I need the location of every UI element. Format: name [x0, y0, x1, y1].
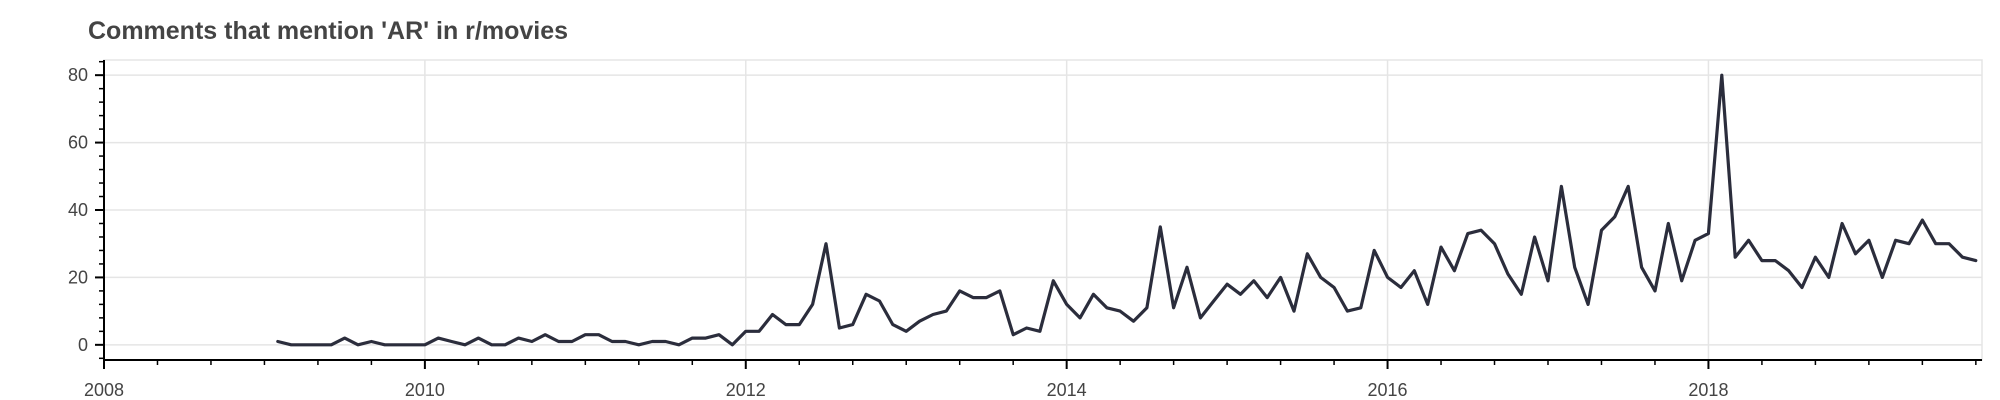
- series-line: [276, 73, 1978, 347]
- y-tick-label: 40: [68, 200, 88, 220]
- y-tick-label: 80: [68, 65, 88, 85]
- x-tick-label: 2008: [84, 380, 124, 400]
- x-tick-label: 2010: [405, 380, 445, 400]
- x-tick-label: 2012: [726, 380, 766, 400]
- x-tick-label: 2016: [1368, 380, 1408, 400]
- y-tick-label: 20: [68, 267, 88, 287]
- y-tick-label: 0: [78, 335, 88, 355]
- chart-title: Comments that mention 'AR' in r/movies: [88, 17, 569, 45]
- x-tick-label: 2018: [1688, 380, 1728, 400]
- y-tick-label: 60: [68, 133, 88, 153]
- x-tick-label: 2014: [1047, 380, 1087, 400]
